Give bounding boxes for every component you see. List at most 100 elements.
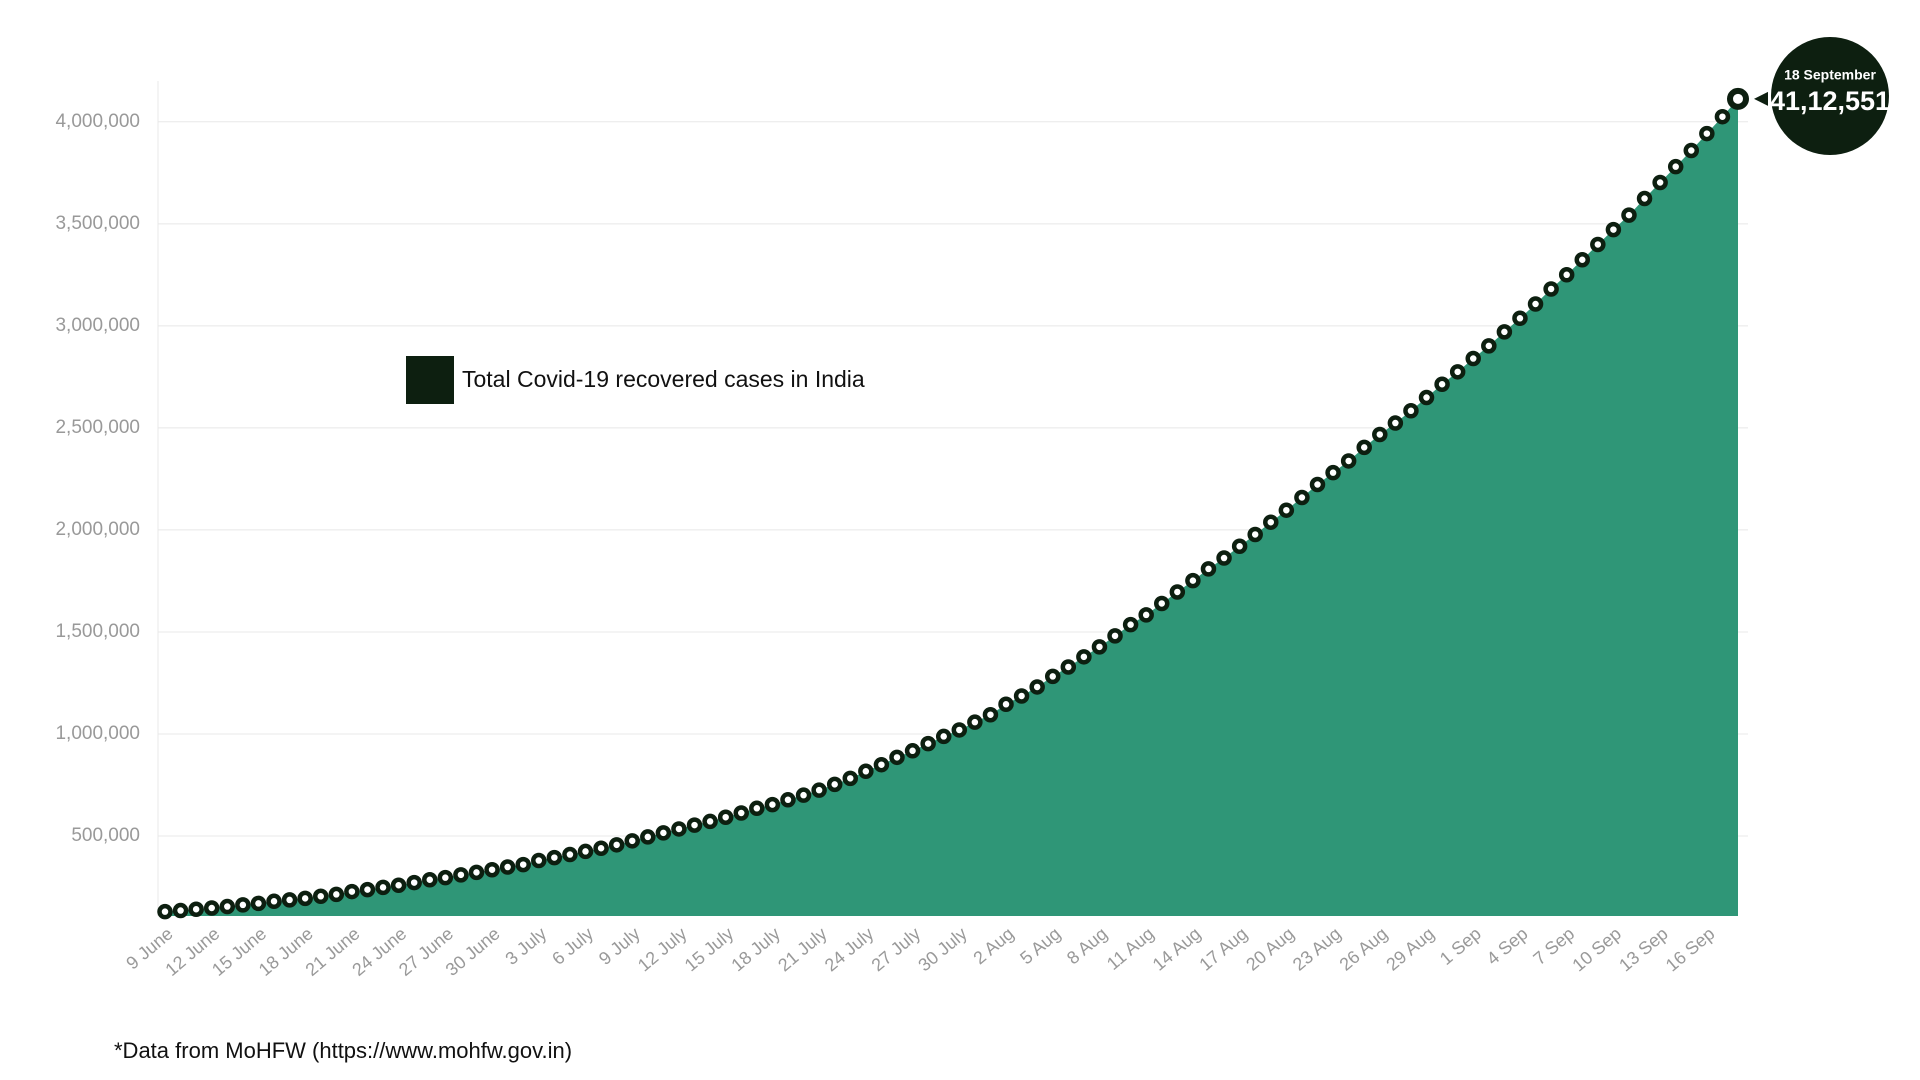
x-tick-label: 2 Aug xyxy=(970,923,1018,968)
point-marker xyxy=(1325,464,1341,481)
point-marker xyxy=(1605,221,1622,238)
point-marker xyxy=(344,883,360,900)
point-marker xyxy=(1044,668,1061,685)
point-marker xyxy=(702,813,718,830)
point-marker xyxy=(1076,649,1092,665)
point-marker xyxy=(1122,616,1139,633)
point-marker xyxy=(811,782,827,798)
point-marker xyxy=(1356,439,1372,456)
point-marker xyxy=(1107,628,1123,644)
x-tick-label: 13 Sep xyxy=(1615,923,1672,975)
point-marker xyxy=(157,903,173,920)
point-marker xyxy=(1714,108,1731,125)
point-marker xyxy=(951,722,968,738)
x-tick-label: 29 Aug xyxy=(1382,923,1438,974)
point-marker xyxy=(1727,87,1749,110)
point-marker xyxy=(935,728,952,745)
point-marker xyxy=(312,888,329,905)
point-marker xyxy=(1372,426,1388,443)
y-tick-label: 3,500,000 xyxy=(55,213,140,234)
point-marker xyxy=(422,872,438,888)
point-marker xyxy=(1481,338,1497,354)
point-marker xyxy=(655,825,672,841)
point-marker xyxy=(764,796,781,813)
point-marker xyxy=(967,714,983,730)
point-marker xyxy=(203,900,220,916)
point-marker xyxy=(375,879,391,896)
point-marker xyxy=(1418,389,1435,406)
x-tick-label: 1 Sep xyxy=(1436,923,1485,969)
point-marker xyxy=(624,833,640,849)
point-marker xyxy=(1574,252,1591,268)
x-tick-label: 14 Aug xyxy=(1149,923,1205,974)
point-marker xyxy=(1496,324,1513,340)
point-marker xyxy=(640,829,656,845)
point-marker xyxy=(235,897,251,913)
point-marker xyxy=(250,895,267,912)
point-marker xyxy=(188,901,204,918)
point-marker xyxy=(219,898,236,915)
x-tick-label: 17 Aug xyxy=(1195,923,1251,974)
point-marker xyxy=(281,892,298,908)
point-marker xyxy=(1169,584,1186,600)
point-marker xyxy=(1465,350,1481,367)
point-marker xyxy=(1683,142,1700,159)
legend-swatch xyxy=(406,356,454,404)
point-marker xyxy=(1231,538,1248,555)
point-marker xyxy=(297,890,313,907)
point-marker xyxy=(733,805,749,821)
point-marker xyxy=(1029,679,1045,695)
point-marker xyxy=(484,861,500,878)
point-marker xyxy=(406,874,422,891)
x-tick-label: 23 Aug xyxy=(1289,923,1345,974)
point-marker xyxy=(515,856,531,873)
point-marker xyxy=(1138,607,1154,623)
point-marker xyxy=(593,840,609,857)
point-marker xyxy=(1621,207,1637,223)
point-marker xyxy=(1185,572,1201,589)
x-tick-label: 10 Sep xyxy=(1568,923,1625,975)
data-label: 41,12,551 xyxy=(1770,86,1890,116)
y-tick-label: 3,000,000 xyxy=(55,315,140,336)
point-marker xyxy=(1558,267,1575,283)
point-marker xyxy=(982,706,999,723)
x-tick-label: 11 Aug xyxy=(1103,923,1158,974)
x-tick-label: 12 July xyxy=(634,923,691,975)
x-tick-label: 24 July xyxy=(821,923,878,975)
point-marker xyxy=(577,843,594,860)
point-marker xyxy=(1387,415,1404,431)
point-marker xyxy=(1060,659,1077,675)
point-marker xyxy=(328,886,345,903)
point-marker xyxy=(1636,190,1653,207)
x-tick-label: 3 July xyxy=(502,923,551,969)
point-marker xyxy=(717,809,734,825)
point-marker xyxy=(359,881,376,898)
point-marker xyxy=(1340,453,1357,469)
x-tick-label: 21 July xyxy=(774,923,831,975)
point-marker xyxy=(873,756,890,773)
x-tick-label: 27 July xyxy=(868,923,925,975)
point-marker xyxy=(780,792,796,808)
x-tick-label: 8 Aug xyxy=(1063,923,1111,968)
point-marker xyxy=(1013,688,1030,704)
point-marker xyxy=(1091,639,1108,655)
point-marker xyxy=(562,846,578,863)
point-marker xyxy=(1263,514,1279,530)
x-tick-label: 18 July xyxy=(727,923,784,975)
point-marker xyxy=(1278,502,1295,518)
point-marker xyxy=(1590,236,1606,253)
point-marker xyxy=(390,877,407,894)
x-tick-label: 26 Aug xyxy=(1336,923,1392,974)
point-marker xyxy=(1527,296,1544,312)
point-marker xyxy=(266,893,282,910)
point-marker xyxy=(749,800,765,817)
point-marker xyxy=(1154,595,1170,612)
x-tick-label: 4 Sep xyxy=(1483,923,1532,969)
point-marker xyxy=(1247,526,1263,543)
point-marker xyxy=(795,787,812,803)
y-tick-label: 4,000,000 xyxy=(55,111,140,132)
point-marker xyxy=(1449,364,1466,380)
point-marker xyxy=(1200,561,1217,577)
point-marker xyxy=(608,837,625,853)
